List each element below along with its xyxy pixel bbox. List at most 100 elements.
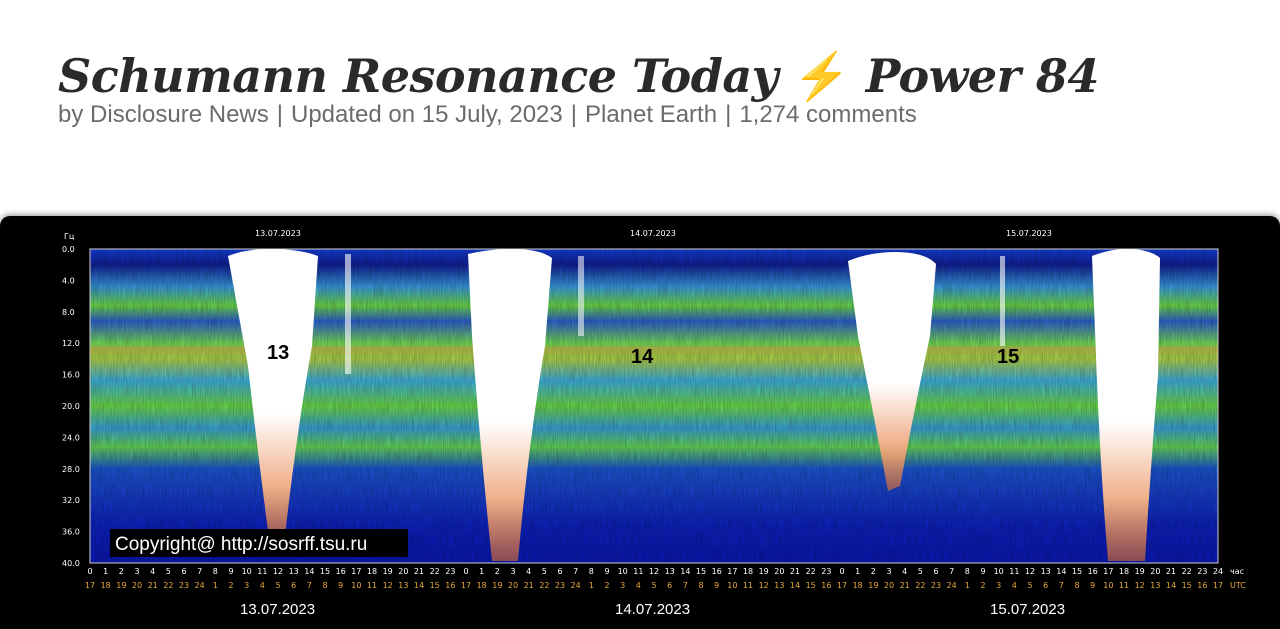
- x-tick-local: 14: [304, 567, 314, 576]
- x-tick-local: 13: [289, 567, 299, 576]
- burst-3: [848, 252, 936, 491]
- x-tick-utc: 6: [291, 581, 296, 590]
- y-tick-label: 36.0: [62, 528, 80, 537]
- burst-1: [228, 249, 318, 546]
- x-tick-local: 0: [87, 567, 92, 576]
- x-tick-utc: 8: [698, 581, 703, 590]
- x-tick-local: 13: [665, 567, 675, 576]
- x-tick-utc: 8: [1074, 581, 1079, 590]
- x-tick-utc: 9: [714, 581, 719, 590]
- x-tick-utc: 20: [508, 581, 518, 590]
- x-tick-local: 21: [1166, 567, 1176, 576]
- y-axis-ticks: 0.0 4.0 8.0 12.0 16.0 20.0 24.0 28.0 32.0 36.0 40.…: [62, 245, 80, 568]
- x-tick-local: 7: [949, 567, 954, 576]
- x-tick-utc: 15: [1182, 581, 1192, 590]
- day-label-top-3: 15.07.2023: [1006, 229, 1052, 238]
- x-tick-local: 3: [134, 567, 139, 576]
- plot-frame: [89, 248, 1219, 564]
- x-tick-local: 7: [573, 567, 578, 576]
- x-tick-local: 8: [213, 567, 218, 576]
- x-tick-local: 18: [367, 567, 377, 576]
- x-tick-local: 19: [759, 567, 769, 576]
- x-tick-utc: 5: [651, 581, 656, 590]
- x-tick-local: 6: [933, 567, 938, 576]
- x-tick-local: 0: [463, 567, 468, 576]
- x-tick-local: 19: [1135, 567, 1145, 576]
- x-tick-local: 11: [257, 567, 267, 576]
- y-tick-label: 16.0: [62, 371, 80, 380]
- day-label-bottom-3: 15.07.2023: [990, 601, 1065, 618]
- category-link[interactable]: Planet Earth: [584, 101, 718, 128]
- x-tick-local: 17: [1103, 567, 1113, 576]
- x-tick-utc: 2: [228, 581, 233, 590]
- x-tick-utc: 12: [1135, 581, 1145, 590]
- x-tick-local: 0: [839, 567, 844, 576]
- x-tick-utc: 10: [351, 581, 361, 590]
- x-tick-utc: 20: [884, 581, 894, 590]
- author-prefix: by: [58, 101, 84, 128]
- x-tick-local: 22: [430, 567, 440, 576]
- x-unit-utc: UTC: [1230, 581, 1246, 590]
- meta-separator: |: [570, 101, 577, 128]
- x-tick-utc: 17: [461, 581, 471, 590]
- x-tick-local: 2: [495, 567, 500, 576]
- comments-link[interactable]: 1,274 comments: [739, 101, 917, 128]
- x-tick-local: 9: [980, 567, 985, 576]
- x-tick-local: 24: [1213, 567, 1223, 576]
- x-axis-ticks: 0171182193204215226237248192103114125136…: [85, 567, 1223, 590]
- x-tick-local: 18: [743, 567, 753, 576]
- x-tick-utc: 4: [260, 581, 265, 590]
- x-tick-utc: 23: [555, 581, 565, 590]
- updated-date: Updated on 15 July, 2023: [290, 101, 563, 128]
- x-tick-local: 23: [1197, 567, 1207, 576]
- x-tick-utc: 6: [667, 581, 672, 590]
- x-tick-utc: 22: [539, 581, 549, 590]
- burst-2: [468, 249, 552, 561]
- y-tick-label: 8.0: [62, 308, 75, 317]
- x-tick-local: 1: [479, 567, 484, 576]
- post-meta: by Disclosure News | Updated on 15 July, 2…: [58, 101, 917, 129]
- x-tick-utc: 24: [195, 581, 205, 590]
- x-tick-local: 20: [398, 567, 408, 576]
- x-tick-utc: 13: [1150, 581, 1160, 590]
- y-tick-label: 0.0: [62, 245, 75, 254]
- title-text: Schumann Resonance Today: [58, 48, 778, 103]
- x-tick-local: 15: [696, 567, 706, 576]
- x-tick-utc: 12: [759, 581, 769, 590]
- day-label-top-1: 13.07.2023: [255, 229, 301, 238]
- x-tick-local: 6: [181, 567, 186, 576]
- x-tick-local: 23: [821, 567, 831, 576]
- meta-separator: |: [725, 101, 732, 128]
- day-number-15: 15: [997, 346, 1019, 368]
- x-tick-local: 21: [790, 567, 800, 576]
- lightning-bolt-icon: ⚡: [793, 48, 851, 103]
- author-link[interactable]: Disclosure News: [90, 101, 269, 128]
- x-tick-local: 10: [994, 567, 1004, 576]
- x-tick-utc: 12: [383, 581, 393, 590]
- x-tick-local: 23: [445, 567, 455, 576]
- spectrogram-svg: Гц 0.0 4.0 8.0 12.0 16.0 20.0 24.0 28.0 32.0 36.0…: [62, 229, 1246, 618]
- x-tick-utc: 14: [790, 581, 800, 590]
- x-tick-local: 22: [1182, 567, 1192, 576]
- x-tick-utc: 17: [837, 581, 847, 590]
- x-tick-utc: 14: [414, 581, 424, 590]
- x-tick-utc: 22: [163, 581, 173, 590]
- x-tick-utc: 9: [1090, 581, 1095, 590]
- x-tick-local: 9: [228, 567, 233, 576]
- y-tick-label: 12.0: [62, 339, 80, 348]
- x-tick-utc: 13: [398, 581, 408, 590]
- x-unit-local: час: [1230, 567, 1244, 576]
- day-number-13: 13: [267, 342, 289, 364]
- x-tick-utc: 1: [965, 581, 970, 590]
- x-tick-utc: 18: [101, 581, 111, 590]
- x-tick-utc: 23: [931, 581, 941, 590]
- x-tick-local: 11: [1009, 567, 1019, 576]
- x-tick-utc: 7: [683, 581, 688, 590]
- x-tick-local: 14: [680, 567, 690, 576]
- x-tick-local: 9: [604, 567, 609, 576]
- x-tick-local: 8: [965, 567, 970, 576]
- y-tick-label: 40.0: [62, 559, 80, 568]
- x-tick-local: 4: [902, 567, 907, 576]
- x-tick-utc: 22: [915, 581, 925, 590]
- x-tick-local: 15: [320, 567, 330, 576]
